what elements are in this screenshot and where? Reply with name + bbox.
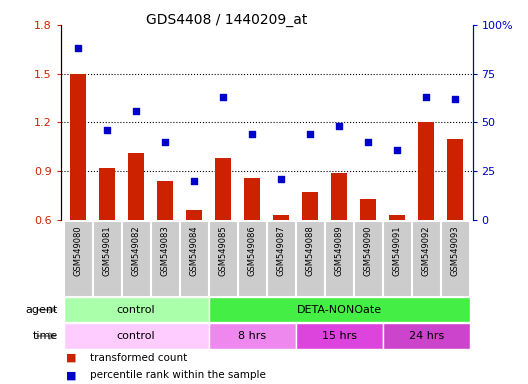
Bar [296,221,324,296]
Point [103,127,111,133]
Text: ■: ■ [66,353,77,363]
Bar [151,221,179,296]
Text: 8 hrs: 8 hrs [238,331,266,341]
Bar [383,323,470,349]
Bar [354,221,382,296]
Text: GSM549084: GSM549084 [190,225,199,276]
Text: GSM549093: GSM549093 [451,225,460,276]
Text: GSM549080: GSM549080 [73,225,82,276]
Text: agent: agent [26,305,58,315]
Bar [296,323,383,349]
Bar [215,158,231,220]
Bar [128,153,144,220]
Text: GSM549082: GSM549082 [131,225,140,276]
Point [306,131,314,137]
Text: time: time [33,331,58,341]
Text: GSM549089: GSM549089 [335,225,344,276]
Point [132,108,140,114]
Text: GSM549090: GSM549090 [364,225,373,276]
Bar [122,221,150,296]
Point [335,123,343,129]
Text: transformed count: transformed count [90,353,187,363]
Point [190,178,199,184]
Bar [273,215,289,220]
Text: control: control [117,331,155,341]
Point [219,94,228,100]
Bar [389,215,405,220]
Bar [63,323,209,349]
Point [161,139,169,145]
Bar [93,221,121,296]
Bar [331,173,347,220]
Text: GSM549087: GSM549087 [277,225,286,276]
Bar [412,221,440,296]
Text: GSM549083: GSM549083 [161,225,169,276]
Point [393,147,401,153]
Bar [360,199,376,220]
Bar [325,221,353,296]
Bar [441,221,469,296]
Point [364,139,372,145]
Bar [209,221,237,296]
Point [422,94,430,100]
Bar [447,139,463,220]
Point [451,96,459,102]
Bar [267,221,295,296]
Bar [238,221,266,296]
Bar [209,297,470,323]
Bar [70,74,86,220]
Text: control: control [117,305,155,315]
Bar [63,297,209,323]
Point [248,131,257,137]
Bar [186,210,202,220]
Text: GSM549081: GSM549081 [102,225,111,276]
Text: ■: ■ [66,370,77,380]
Bar [244,178,260,220]
Text: GSM549092: GSM549092 [422,225,431,276]
Text: DETA-NONOate: DETA-NONOate [297,305,382,315]
Bar [383,221,411,296]
Text: GDS4408 / 1440209_at: GDS4408 / 1440209_at [146,13,308,26]
Text: 15 hrs: 15 hrs [322,331,356,341]
Bar [99,168,115,220]
Bar [418,122,434,220]
Bar [302,192,318,220]
Point [277,176,285,182]
Text: GSM549085: GSM549085 [219,225,228,276]
Text: GSM549088: GSM549088 [306,225,315,276]
Text: GSM549091: GSM549091 [393,225,402,276]
Text: GSM549086: GSM549086 [248,225,257,276]
Text: percentile rank within the sample: percentile rank within the sample [90,370,266,380]
Bar [64,221,92,296]
Point [74,45,82,51]
Text: 24 hrs: 24 hrs [409,331,444,341]
Bar [180,221,208,296]
Bar [157,181,173,220]
Bar [209,323,296,349]
